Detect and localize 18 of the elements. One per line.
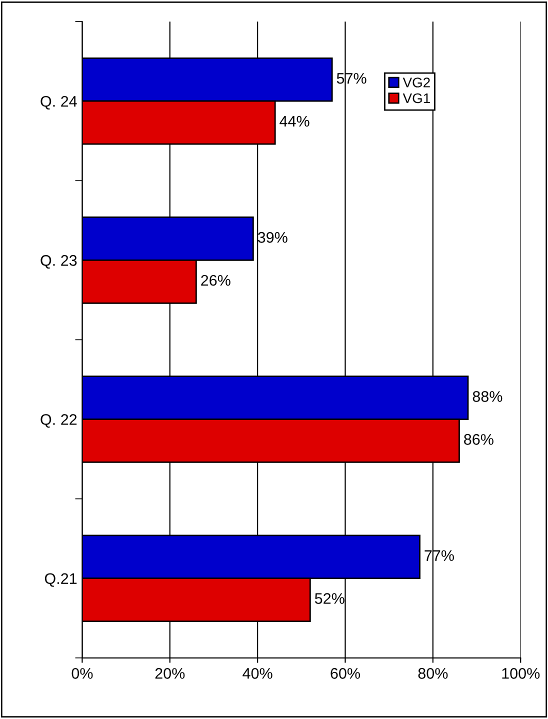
x-tick-label: 40%	[242, 668, 272, 679]
x-tick-label: 60%	[330, 668, 360, 679]
legend-label: VG1	[402, 93, 430, 104]
y-tick-label: Q. 22	[40, 414, 77, 428]
x-tick-label: 80%	[418, 668, 448, 679]
y-tick-label: Q. 24	[40, 96, 77, 110]
x-tick-label: 0%	[72, 668, 93, 679]
data-label: 44%	[280, 116, 310, 127]
x-tick-label: 20%	[155, 668, 185, 679]
x-tick-label: 100%	[502, 668, 540, 679]
legend-label: VG2	[402, 78, 430, 88]
data-label: 52%	[314, 593, 344, 604]
y-tick-label: Q. 23	[40, 255, 77, 269]
data-label: 86%	[464, 434, 494, 445]
data-label: 88%	[472, 391, 502, 402]
y-tick-label: Q.21	[44, 573, 77, 587]
data-label: 39%	[258, 232, 288, 243]
data-label: 26%	[201, 274, 230, 286]
